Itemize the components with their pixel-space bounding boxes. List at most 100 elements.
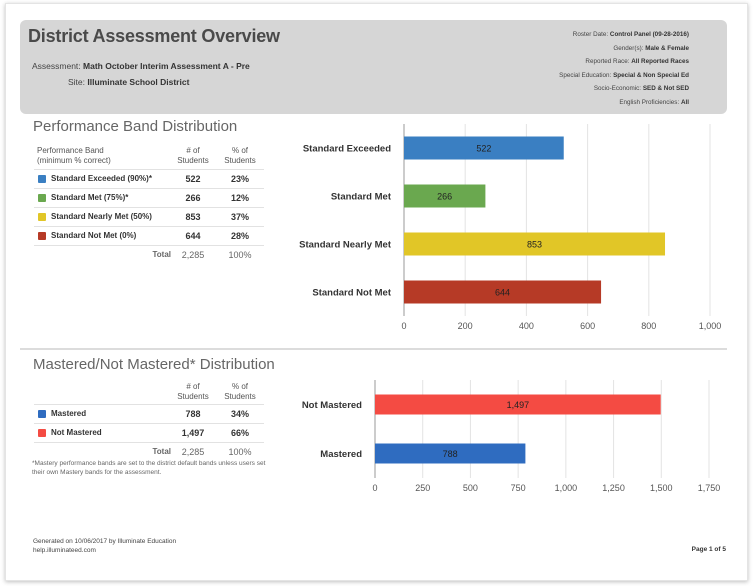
table-row: Standard Not Met (0%) 644 28% (34, 226, 264, 246)
x-tick-label: 800 (641, 321, 656, 331)
table-row: Not Mastered 1,497 66% (34, 423, 264, 443)
category-label: Standard Not Met (312, 288, 391, 299)
site-label: Site: (68, 77, 86, 87)
performance-bar-chart: 0 200 400 600 800 1,000 522 Standard Exceeded 26… (299, 124, 722, 331)
x-tick-label: 250 (415, 483, 430, 493)
x-tick-label: 750 (511, 483, 526, 493)
x-tick-label: 0 (372, 483, 377, 493)
row-label: Not Mastered (51, 428, 102, 437)
page-number: Page 1 of 5 (691, 546, 726, 553)
mastery-bar-chart: 0 250 500 750 1,000 1,250 1,500 1,750 1,497 Not M… (302, 380, 721, 493)
x-tick-label: 1,500 (650, 483, 673, 493)
total-pct: 100% (228, 447, 252, 457)
row-count: 1,497 (181, 428, 205, 438)
total-label: Total (152, 250, 171, 259)
mastery-section-title: Mastered/Not Mastered* Distribution (33, 356, 275, 373)
x-tick-label: 1,000 (699, 321, 722, 331)
site-line: Site: Illuminate School District (68, 77, 189, 87)
row-pct: 34% (230, 409, 249, 419)
bar-value-label: 266 (437, 192, 452, 202)
row-pct: 66% (230, 428, 249, 438)
row-count: 522 (185, 174, 201, 184)
mastery-footnote: *Mastery performance bands are set to th… (32, 460, 266, 476)
table-row: Standard Nearly Met (50%) 853 37% (34, 207, 264, 227)
x-tick-label: 1,750 (698, 483, 721, 493)
bar-value-label: 853 (527, 240, 542, 250)
legend-swatch (38, 429, 46, 437)
generated-text: Generated on 10/06/2017 by Illuminate Ed… (33, 538, 177, 545)
x-tick-label: 0 (401, 321, 406, 331)
x-tick-label: 1,250 (602, 483, 625, 493)
filter-meta: Roster Date: Control Panel (09-28-2016) … (559, 28, 689, 109)
assessment-label: Assessment: (32, 61, 81, 71)
meta-english: English Proficiencies: All (619, 98, 689, 106)
table-row: Mastered 788 34% (34, 404, 264, 424)
meta-gender: Gender(s): Male & Female (613, 44, 689, 52)
x-tick-label: 400 (519, 321, 534, 331)
footer-link[interactable]: help.illuminateed.com (33, 546, 96, 554)
site-value: Illuminate School District (87, 77, 190, 87)
performance-section-title: Performance Band Distribution (33, 118, 238, 135)
row-label: Standard Exceeded (90%)* (51, 174, 152, 183)
category-label: Mastered (320, 449, 362, 460)
x-tick-label: 1,000 (555, 483, 578, 493)
row-label: Standard Not Met (0%) (51, 231, 137, 240)
total-count: 2,285 (181, 447, 205, 457)
bar-value-label: 788 (443, 449, 458, 459)
section-divider (20, 348, 727, 350)
table-row: Standard Exceeded (90%)* 522 23% (34, 169, 264, 189)
bar-value-label: 644 (495, 288, 510, 298)
mastery-table: # of Students % of Students Mastered 788… (34, 382, 264, 462)
row-count: 788 (185, 409, 201, 419)
row-pct: 37% (230, 212, 249, 222)
row-count: 644 (185, 231, 201, 241)
x-tick-label: 500 (463, 483, 478, 493)
category-label: Not Mastered (302, 400, 362, 411)
total-count: 2,285 (181, 250, 205, 260)
row-count: 266 (185, 193, 201, 203)
total-row: Total 2,285 100% (34, 245, 264, 262)
col-pct-header: % of Students (224, 382, 256, 401)
bar (375, 394, 661, 415)
assessment-line: Assessment: Math October Interim Assessm… (32, 61, 250, 71)
total-label: Total (152, 447, 171, 456)
col-band-header: Performance Band (minimum % correct) (37, 146, 111, 165)
performance-table: Performance Band (minimum % correct) # o… (34, 146, 264, 266)
legend-swatch (38, 194, 46, 202)
row-pct: 12% (230, 193, 249, 203)
category-label: Standard Exceeded (303, 144, 391, 155)
bar-value-label: 522 (476, 144, 491, 154)
legend-swatch (38, 213, 46, 221)
assessment-value: Math October Interim Assessment A - Pre (83, 61, 250, 71)
row-label: Standard Nearly Met (50%) (51, 212, 152, 221)
bar (404, 184, 486, 208)
report-header: District Assessment Overview Assessment:… (20, 20, 727, 114)
bar-value-label: 1,497 (507, 400, 530, 410)
bar (375, 443, 526, 464)
table-row: Standard Met (75%)* 266 12% (34, 188, 264, 208)
page-title: District Assessment Overview (28, 26, 280, 46)
meta-race: Reported Race: All Reported Races (585, 58, 689, 65)
meta-special-ed: Special Education: Special & Non Special… (559, 71, 689, 79)
row-count: 853 (185, 212, 201, 222)
bar (404, 232, 666, 256)
legend-swatch (38, 232, 46, 240)
meta-socio-economic: Socio-Economic: SED & Not SED (593, 85, 689, 92)
col-count-header: # of Students (177, 146, 209, 165)
row-label: Mastered (51, 409, 87, 418)
bar (404, 280, 602, 304)
total-row: Total 2,285 100% (34, 442, 264, 459)
legend-swatch (38, 410, 46, 418)
meta-roster-date: Roster Date: Control Panel (09-28-2016) (572, 31, 689, 38)
category-label: Standard Nearly Met (299, 240, 392, 251)
col-count-header: # of Students (177, 382, 209, 401)
total-pct: 100% (228, 250, 252, 260)
row-pct: 23% (230, 174, 249, 184)
row-label: Standard Met (75%)* (51, 193, 129, 202)
bar (404, 136, 564, 160)
legend-swatch (38, 175, 46, 183)
category-label: Standard Met (331, 192, 392, 203)
col-pct-header: % of Students (224, 146, 256, 165)
x-tick-label: 200 (458, 321, 473, 331)
x-tick-label: 600 (580, 321, 595, 331)
